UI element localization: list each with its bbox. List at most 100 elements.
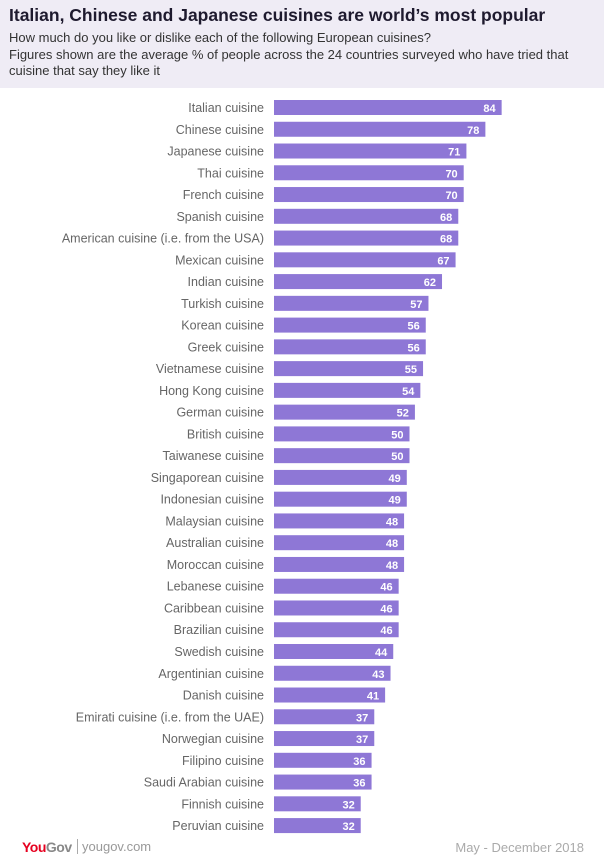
bar: [274, 121, 486, 137]
category-label: Japanese cuisine: [167, 145, 264, 159]
bar: [274, 426, 410, 442]
data-label: 46: [380, 603, 392, 615]
chart-title: Italian, Chinese and Japanese cuisines a…: [9, 5, 546, 25]
category-label: Spanish cuisine: [176, 210, 264, 224]
bar: [274, 752, 372, 768]
data-label: 70: [445, 190, 457, 202]
category-label: Indonesian cuisine: [160, 493, 264, 507]
bar: [274, 339, 426, 355]
bar: [274, 818, 361, 834]
data-label: 43: [372, 669, 384, 681]
data-label: 36: [353, 756, 365, 768]
category-label: Swedish cuisine: [174, 645, 264, 659]
data-label: 48: [386, 560, 398, 572]
bar: [274, 796, 361, 812]
data-label: 46: [380, 625, 392, 637]
data-label: 46: [380, 582, 392, 594]
bar: [274, 100, 502, 115]
data-label: 70: [445, 168, 457, 180]
category-label: Lebanese cuisine: [167, 580, 264, 594]
data-label: 50: [391, 429, 403, 441]
category-label: Mexican cuisine: [175, 253, 264, 267]
data-label: 37: [356, 734, 368, 746]
category-label: Peruvian cuisine: [172, 819, 264, 833]
data-label: 67: [437, 255, 449, 267]
bar: [274, 622, 399, 638]
category-label: French cuisine: [183, 188, 264, 202]
data-label: 56: [408, 321, 420, 333]
bar: [274, 448, 410, 464]
bar: [274, 469, 407, 485]
bar: [274, 187, 464, 203]
category-label: Argentinian cuisine: [158, 667, 264, 681]
category-label: Norwegian cuisine: [162, 732, 264, 746]
bar: [274, 687, 386, 703]
category-label: Brazilian cuisine: [174, 623, 264, 637]
data-label: 84: [483, 103, 496, 115]
bar: [274, 600, 399, 616]
data-label: 36: [353, 778, 365, 790]
category-label: Korean cuisine: [181, 319, 264, 333]
bar: [274, 252, 456, 268]
category-label: Caribbean cuisine: [164, 601, 264, 615]
data-label: 49: [389, 495, 401, 507]
category-label: Chinese cuisine: [176, 123, 264, 137]
data-label: 68: [440, 234, 452, 246]
data-label: 48: [386, 538, 398, 550]
data-label: 44: [375, 647, 388, 659]
category-label: Turkish cuisine: [181, 297, 264, 311]
bar: [274, 774, 372, 790]
data-label: 71: [448, 147, 460, 159]
header: Italian, Chinese and Japanese cuisines a…: [0, 0, 604, 88]
bar: [274, 295, 429, 311]
category-label: Thai cuisine: [197, 166, 264, 180]
data-label: 57: [410, 299, 422, 311]
bar: [274, 556, 405, 572]
data-label: 37: [356, 712, 368, 724]
data-label: 55: [405, 364, 417, 376]
bar: [274, 709, 375, 725]
data-label: 50: [391, 451, 403, 463]
category-label: Emirati cuisine (i.e. from the UAE): [76, 710, 264, 724]
category-label: Saudi Arabian cuisine: [144, 776, 264, 790]
website-link[interactable]: yougov.com: [77, 839, 151, 854]
chart-subtitle: How much do you like or dislike each of …: [9, 30, 599, 80]
category-label: Hong Kong cuisine: [159, 384, 264, 398]
data-label: 41: [367, 691, 379, 703]
bar: [274, 491, 407, 507]
category-label: Singaporean cuisine: [151, 471, 264, 485]
yougov-logo: YouGov: [22, 839, 72, 855]
category-label: Filipino cuisine: [182, 754, 264, 768]
bar: [274, 317, 426, 333]
category-label: Indian cuisine: [188, 275, 264, 289]
data-label: 52: [397, 408, 409, 420]
category-label: Vietnamese cuisine: [156, 362, 264, 376]
data-label: 68: [440, 212, 452, 224]
data-label: 48: [386, 516, 398, 528]
category-label: Finnish cuisine: [181, 797, 264, 811]
data-label: 32: [342, 821, 354, 833]
data-label: 78: [467, 125, 479, 137]
bar: [274, 143, 467, 159]
category-label: Malaysian cuisine: [165, 514, 264, 528]
bar: [274, 230, 459, 246]
bar: [274, 361, 424, 377]
category-label: Greek cuisine: [188, 340, 264, 354]
category-label: British cuisine: [187, 427, 264, 441]
bar: [274, 535, 405, 551]
bar: [274, 404, 415, 420]
category-label: Taiwanese cuisine: [163, 449, 264, 463]
category-label: Moroccan cuisine: [167, 558, 264, 572]
subtitle-question: How much do you like or dislike each of …: [9, 30, 432, 45]
category-label: Italian cuisine: [188, 101, 264, 115]
data-label: 56: [408, 342, 420, 354]
bar: [274, 165, 464, 181]
subtitle-note: Figures shown are the average % of peopl…: [9, 46, 569, 79]
data-label: 32: [342, 799, 354, 811]
bar: [274, 274, 443, 290]
bar: [274, 208, 459, 224]
bar: [274, 665, 391, 681]
bar: [274, 578, 399, 594]
bar: [274, 731, 375, 747]
bar: [274, 382, 421, 398]
